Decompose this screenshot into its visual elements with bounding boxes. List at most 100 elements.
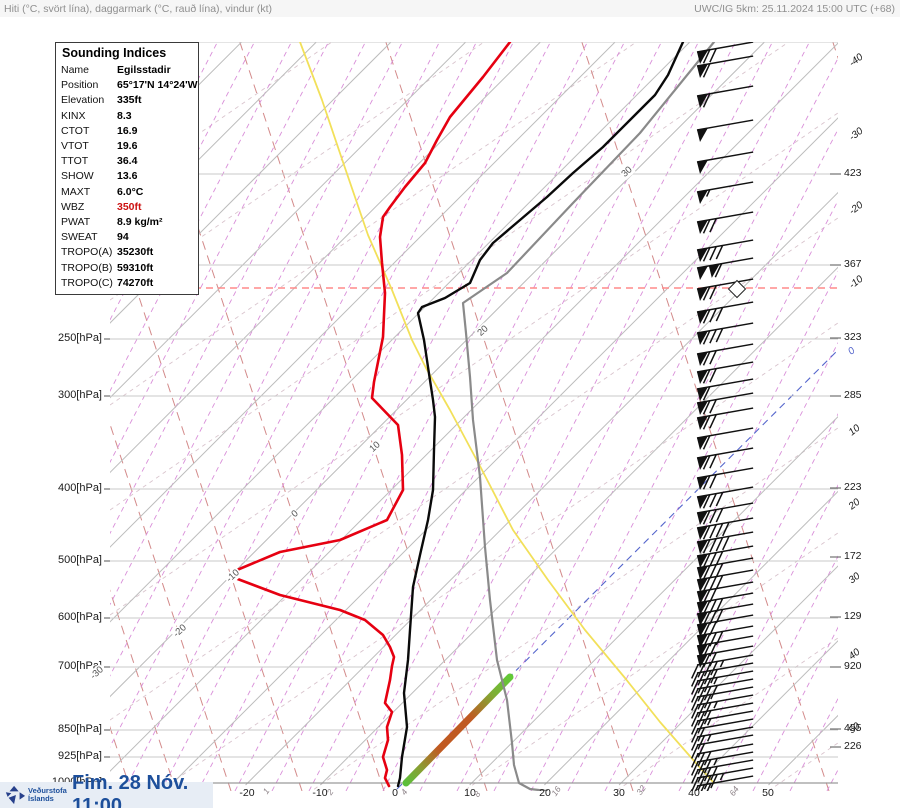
height-label: 455 (844, 722, 862, 734)
mixing-ratio-line (234, 42, 625, 791)
index-value: 59310ft (117, 261, 154, 274)
isotherm-line (110, 42, 467, 399)
temp-axis-label: 20 (539, 787, 551, 799)
datetime-bar: Veðurstofa Íslands Fim. 28 Nóv. 11:00 (0, 772, 213, 808)
sounding-indices-box: Sounding Indices Name Egilsstadir Position… (55, 42, 199, 296)
index-value: 350ft (117, 200, 142, 213)
mixing-ratio-line (160, 42, 551, 791)
isotherm-line (110, 42, 765, 698)
index-value: 65°17'N 14°24'W (117, 79, 198, 92)
height-label: 323 (844, 331, 862, 343)
indices-title: Sounding Indices (62, 46, 167, 60)
mixing-ratio-line (110, 42, 292, 392)
pressure-label: 850[hPa] (57, 723, 102, 735)
indices-row: TROPO(B) 59310ft (61, 261, 198, 276)
wind-barb (696, 427, 754, 450)
moist-adiabat-line (463, 532, 838, 791)
indices-row: SHOW 13.6 (61, 169, 198, 184)
temp-axis-label: -10 (312, 787, 328, 799)
isotherm-line (110, 42, 616, 548)
index-label: TROPO(C) (61, 276, 113, 289)
dry-adiabat-line (136, 42, 385, 791)
dry-adiabat-line (385, 42, 634, 791)
isotherm-line (110, 42, 392, 324)
model-run-text: UWC/IG 5km: 25.11.2024 15:00 UTC (+68) (694, 3, 895, 15)
temp-axis-label: 40 (688, 787, 700, 799)
index-value: 94 (117, 231, 129, 244)
indices-rows: Name Egilsstadir Position 65°17'N 14°24'W El… (61, 63, 198, 291)
mixing-ratio-line (752, 626, 838, 791)
mixing-ratio-line (110, 42, 477, 748)
wind-barb (696, 378, 754, 401)
wind-barb (696, 407, 754, 430)
wind-barb (696, 301, 754, 324)
isotherm-line (693, 640, 838, 786)
indices-row: PWAT 8.9 kg/m² (61, 215, 198, 230)
index-label: SHOW (61, 170, 94, 183)
index-label: Name (61, 64, 90, 76)
wind-barb (691, 743, 754, 768)
wind-barb (691, 718, 754, 743)
mixing-ratio-line (308, 42, 699, 791)
zero-isotherm-line (396, 349, 838, 790)
moist-adiabat-line (110, 112, 838, 616)
mixing-ratio-line (110, 42, 366, 535)
temp-axis-label: 50 (762, 787, 774, 799)
wind-barb (696, 467, 754, 490)
wind-barb (696, 151, 754, 174)
mixing-ratio-line (493, 128, 838, 791)
wind-barb (691, 686, 754, 711)
temp-axis-label: 0 (392, 787, 398, 799)
wind-barb (696, 603, 754, 626)
pressure-label: 600[hPa] (57, 611, 102, 623)
temp-axis-label: 10 (464, 787, 476, 799)
indices-row: TTOT 36.4 (61, 154, 198, 169)
moist-adiabat-line (158, 322, 838, 791)
index-value: 35230ft (117, 246, 154, 259)
height-label: 172 (844, 550, 862, 562)
indices-row: VTOT 19.6 (61, 139, 198, 154)
index-label: TTOT (61, 155, 89, 168)
indices-row: Position 65°17'N 14°24'W (61, 78, 198, 93)
index-label: VTOT (61, 140, 89, 153)
indices-row: SWEAT 94 (61, 230, 198, 245)
moist-adiabat-line (615, 637, 838, 791)
height-label: 129 (844, 610, 862, 622)
wind-barb (691, 710, 754, 735)
pressure-label: 400[hPa] (57, 482, 102, 494)
isotherm-line (618, 565, 838, 786)
mixing-ratio-line (382, 42, 773, 791)
index-value: 8.9 kg/m² (117, 216, 163, 229)
mixing-ratio-line (110, 42, 403, 606)
wind-barb (696, 85, 754, 108)
mixing-ratio-line (567, 270, 838, 791)
wind-barb (696, 557, 754, 580)
index-label: Position (61, 79, 99, 92)
pressure-label: 500[hPa] (57, 554, 102, 566)
indices-row: MAXT 6.0°C (61, 185, 198, 200)
index-value: 8.3 (117, 109, 132, 122)
index-value: 16.9 (117, 124, 138, 137)
wind-barb (696, 257, 754, 280)
isotherm-line (768, 714, 838, 786)
mixing-ratio-line (419, 42, 810, 791)
isotherm-line (319, 266, 838, 786)
index-label: WBZ (61, 200, 85, 213)
wind-barb (696, 502, 754, 525)
wind-barb (696, 239, 754, 262)
moist-adiabat-line (110, 42, 638, 406)
index-label: Elevation (61, 94, 105, 107)
wind-barb (696, 517, 754, 540)
dry-adiabat-line (832, 42, 838, 60)
index-label: PWAT (61, 216, 91, 229)
moist-adiabat-line (310, 427, 838, 791)
isotherm-line (245, 191, 838, 786)
index-value: 74270ft (117, 276, 154, 289)
wind-barb (696, 343, 754, 366)
isotherm-line (110, 42, 691, 623)
height-label: 226 (844, 740, 862, 752)
gray-curve (461, 42, 716, 791)
wind-barb (696, 322, 754, 345)
wind-barb (691, 662, 754, 687)
